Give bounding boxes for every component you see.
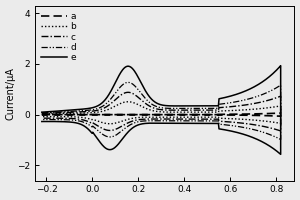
e <box>40 111 44 113</box>
c <box>40 112 44 115</box>
Line: d: d <box>42 82 281 139</box>
c <box>69 111 73 113</box>
a <box>105 113 109 116</box>
e <box>154 122 158 124</box>
c <box>126 91 130 94</box>
b <box>105 122 109 125</box>
e <box>279 153 283 156</box>
c <box>212 118 216 120</box>
b <box>213 116 217 118</box>
c <box>105 129 109 131</box>
Line: b: b <box>42 102 281 124</box>
b <box>240 118 244 120</box>
b <box>40 115 44 118</box>
d <box>154 119 158 122</box>
d <box>227 124 230 126</box>
e <box>105 148 109 150</box>
b <box>108 123 112 125</box>
d <box>40 112 44 114</box>
c <box>239 122 243 124</box>
b <box>227 117 231 120</box>
a <box>239 114 243 116</box>
b <box>69 112 73 115</box>
Line: a: a <box>42 113 281 116</box>
c <box>227 121 230 123</box>
d <box>279 138 283 141</box>
a <box>279 112 283 114</box>
d <box>40 118 44 121</box>
d <box>126 81 130 84</box>
a <box>40 113 44 116</box>
Legend: a, b, c, d, e: a, b, c, d, e <box>39 10 78 64</box>
e <box>40 120 44 123</box>
d <box>105 135 109 138</box>
d <box>212 120 216 122</box>
d <box>69 110 73 113</box>
a <box>279 115 283 117</box>
a <box>154 113 158 116</box>
Line: c: c <box>42 92 281 131</box>
e <box>279 64 283 67</box>
a <box>212 113 216 116</box>
e <box>212 122 216 125</box>
b <box>126 101 130 103</box>
b <box>40 113 44 115</box>
e <box>227 129 230 132</box>
Line: e: e <box>42 66 281 154</box>
c <box>40 117 44 119</box>
a <box>69 113 73 116</box>
b <box>155 116 159 118</box>
a <box>227 114 230 116</box>
d <box>239 126 243 128</box>
c <box>154 118 158 120</box>
e <box>239 132 243 135</box>
c <box>279 130 283 132</box>
Y-axis label: Current/μA: Current/μA <box>6 67 16 120</box>
a <box>40 113 44 116</box>
e <box>69 109 73 111</box>
